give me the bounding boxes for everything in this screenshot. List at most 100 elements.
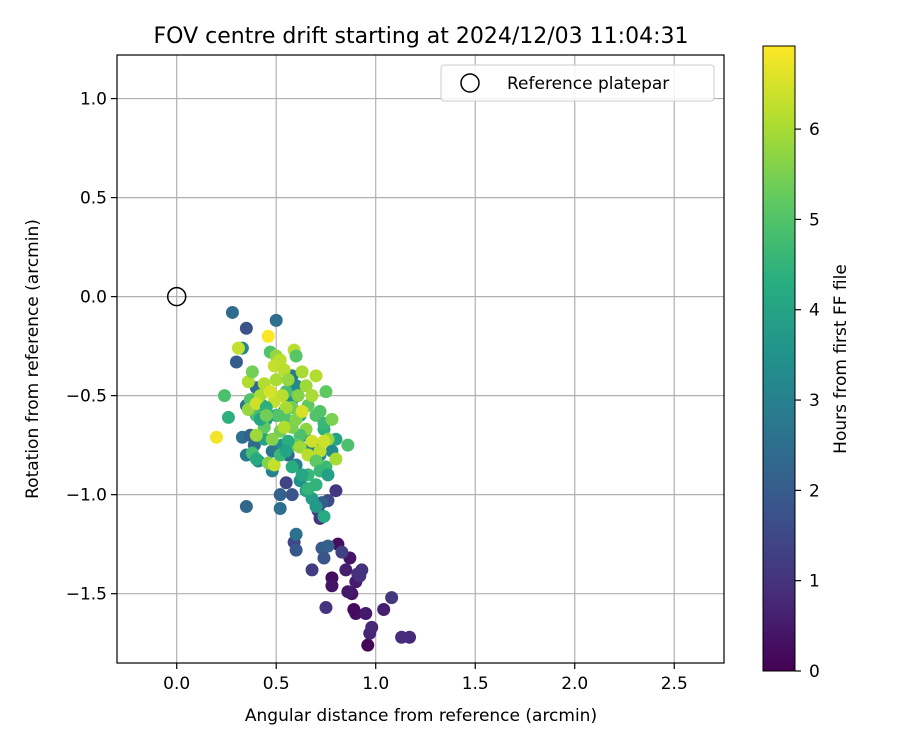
- y-axis-label: Rotation from reference (arcmin): [23, 219, 43, 499]
- data-point: [231, 341, 245, 355]
- data-point: [347, 603, 361, 617]
- data-point: [279, 476, 293, 490]
- colorbar-tick-label: 1: [809, 572, 820, 592]
- data-point: [245, 365, 259, 379]
- data-point: [273, 488, 287, 502]
- data-point: [353, 569, 367, 583]
- y-tick-label: 0.0: [80, 288, 107, 308]
- data-point: [309, 500, 323, 514]
- x-tick-label: 1.5: [462, 674, 489, 694]
- colorbar-tick-label: 5: [809, 210, 820, 230]
- y-tick-label: −1.0: [66, 486, 107, 506]
- data-point: [295, 365, 309, 379]
- data-point: [317, 509, 331, 523]
- x-axis-ticks: 0.0 0.5 1.0 1.5 2.0 2.5: [163, 663, 688, 694]
- data-point: [259, 408, 273, 422]
- chart-title: FOV centre drift starting at 2024/12/03 …: [154, 24, 689, 49]
- data-point: [341, 438, 355, 452]
- data-point: [313, 444, 327, 458]
- data-point: [269, 313, 283, 327]
- legend: Reference platepar: [440, 64, 715, 102]
- x-axis-label: Angular distance from reference (arcmin): [245, 706, 597, 726]
- data-point: [210, 430, 224, 444]
- data-point: [325, 412, 339, 426]
- colorbar-tick-label: 4: [809, 301, 820, 321]
- colorbar-tick-label: 2: [809, 481, 820, 501]
- grid-lines: [117, 55, 724, 663]
- data-point: [267, 359, 281, 373]
- data-point: [305, 434, 319, 448]
- data-point: [221, 410, 235, 424]
- data-point: [317, 434, 331, 448]
- data-point: [229, 355, 243, 369]
- data-point: [241, 375, 255, 389]
- data-point: [335, 545, 349, 559]
- data-point: [301, 482, 315, 496]
- data-point: [277, 420, 291, 434]
- data-point: [281, 373, 295, 387]
- data-point: [279, 444, 293, 458]
- y-tick-label: −1.5: [66, 585, 107, 605]
- data-point: [289, 349, 303, 363]
- data-point: [225, 305, 239, 319]
- data-point: [273, 502, 287, 516]
- data-point: [305, 389, 319, 403]
- data-point: [269, 373, 283, 387]
- legend-entry-label: Reference platepar: [507, 74, 669, 94]
- data-point: [299, 379, 313, 393]
- colorbar-ticks: 0 1 2 3 4 5 6: [795, 120, 820, 682]
- colorbar-tick-label: 6: [809, 120, 820, 140]
- legend-open-circle-icon: [460, 73, 480, 93]
- data-point: [321, 468, 335, 482]
- y-tick-label: −0.5: [66, 387, 107, 407]
- data-point: [291, 389, 305, 403]
- data-point: [285, 460, 299, 474]
- y-tick-label: 1.0: [80, 90, 107, 110]
- data-point: [305, 563, 319, 577]
- x-tick-label: 0.5: [263, 674, 290, 694]
- data-point: [267, 458, 281, 472]
- data-point: [319, 601, 333, 615]
- plot-frame: [116, 54, 725, 664]
- data-point: [239, 321, 253, 335]
- data-point: [359, 606, 373, 620]
- data-point: [249, 452, 263, 466]
- data-point: [313, 404, 327, 418]
- data-point: [341, 585, 355, 599]
- data-point: [385, 591, 399, 605]
- data-point: [329, 452, 343, 466]
- data-point: [249, 397, 263, 411]
- data-point: [265, 432, 279, 446]
- data-point: [321, 539, 335, 553]
- data-point: [377, 603, 391, 617]
- data-point: [281, 434, 295, 448]
- reference-platepar-marker: [166, 286, 187, 307]
- data-point: [289, 543, 303, 557]
- colorbar-label: Hours from first FF file: [831, 264, 851, 454]
- data-point: [325, 579, 339, 593]
- data-point: [309, 369, 323, 383]
- data-point: [295, 404, 309, 418]
- data-point: [365, 620, 379, 634]
- data-point: [361, 638, 375, 652]
- data-point: [277, 363, 291, 377]
- colorbar-tick-label: 3: [809, 391, 820, 411]
- data-point: [271, 408, 285, 422]
- legend-box: [440, 64, 715, 102]
- x-tick-label: 2.0: [561, 674, 588, 694]
- data-point: [293, 440, 307, 454]
- data-point: [289, 527, 303, 541]
- data-point: [285, 488, 299, 502]
- data-points: [210, 305, 417, 652]
- data-point: [263, 385, 277, 399]
- data-point: [329, 484, 343, 498]
- x-tick-label: 0.0: [163, 674, 190, 694]
- y-tick-label: 0.5: [80, 189, 107, 209]
- colorbar: [762, 45, 796, 672]
- data-point: [295, 468, 309, 482]
- data-point: [317, 551, 331, 565]
- data-point: [339, 563, 353, 577]
- data-point: [239, 500, 253, 514]
- x-tick-label: 2.5: [661, 674, 688, 694]
